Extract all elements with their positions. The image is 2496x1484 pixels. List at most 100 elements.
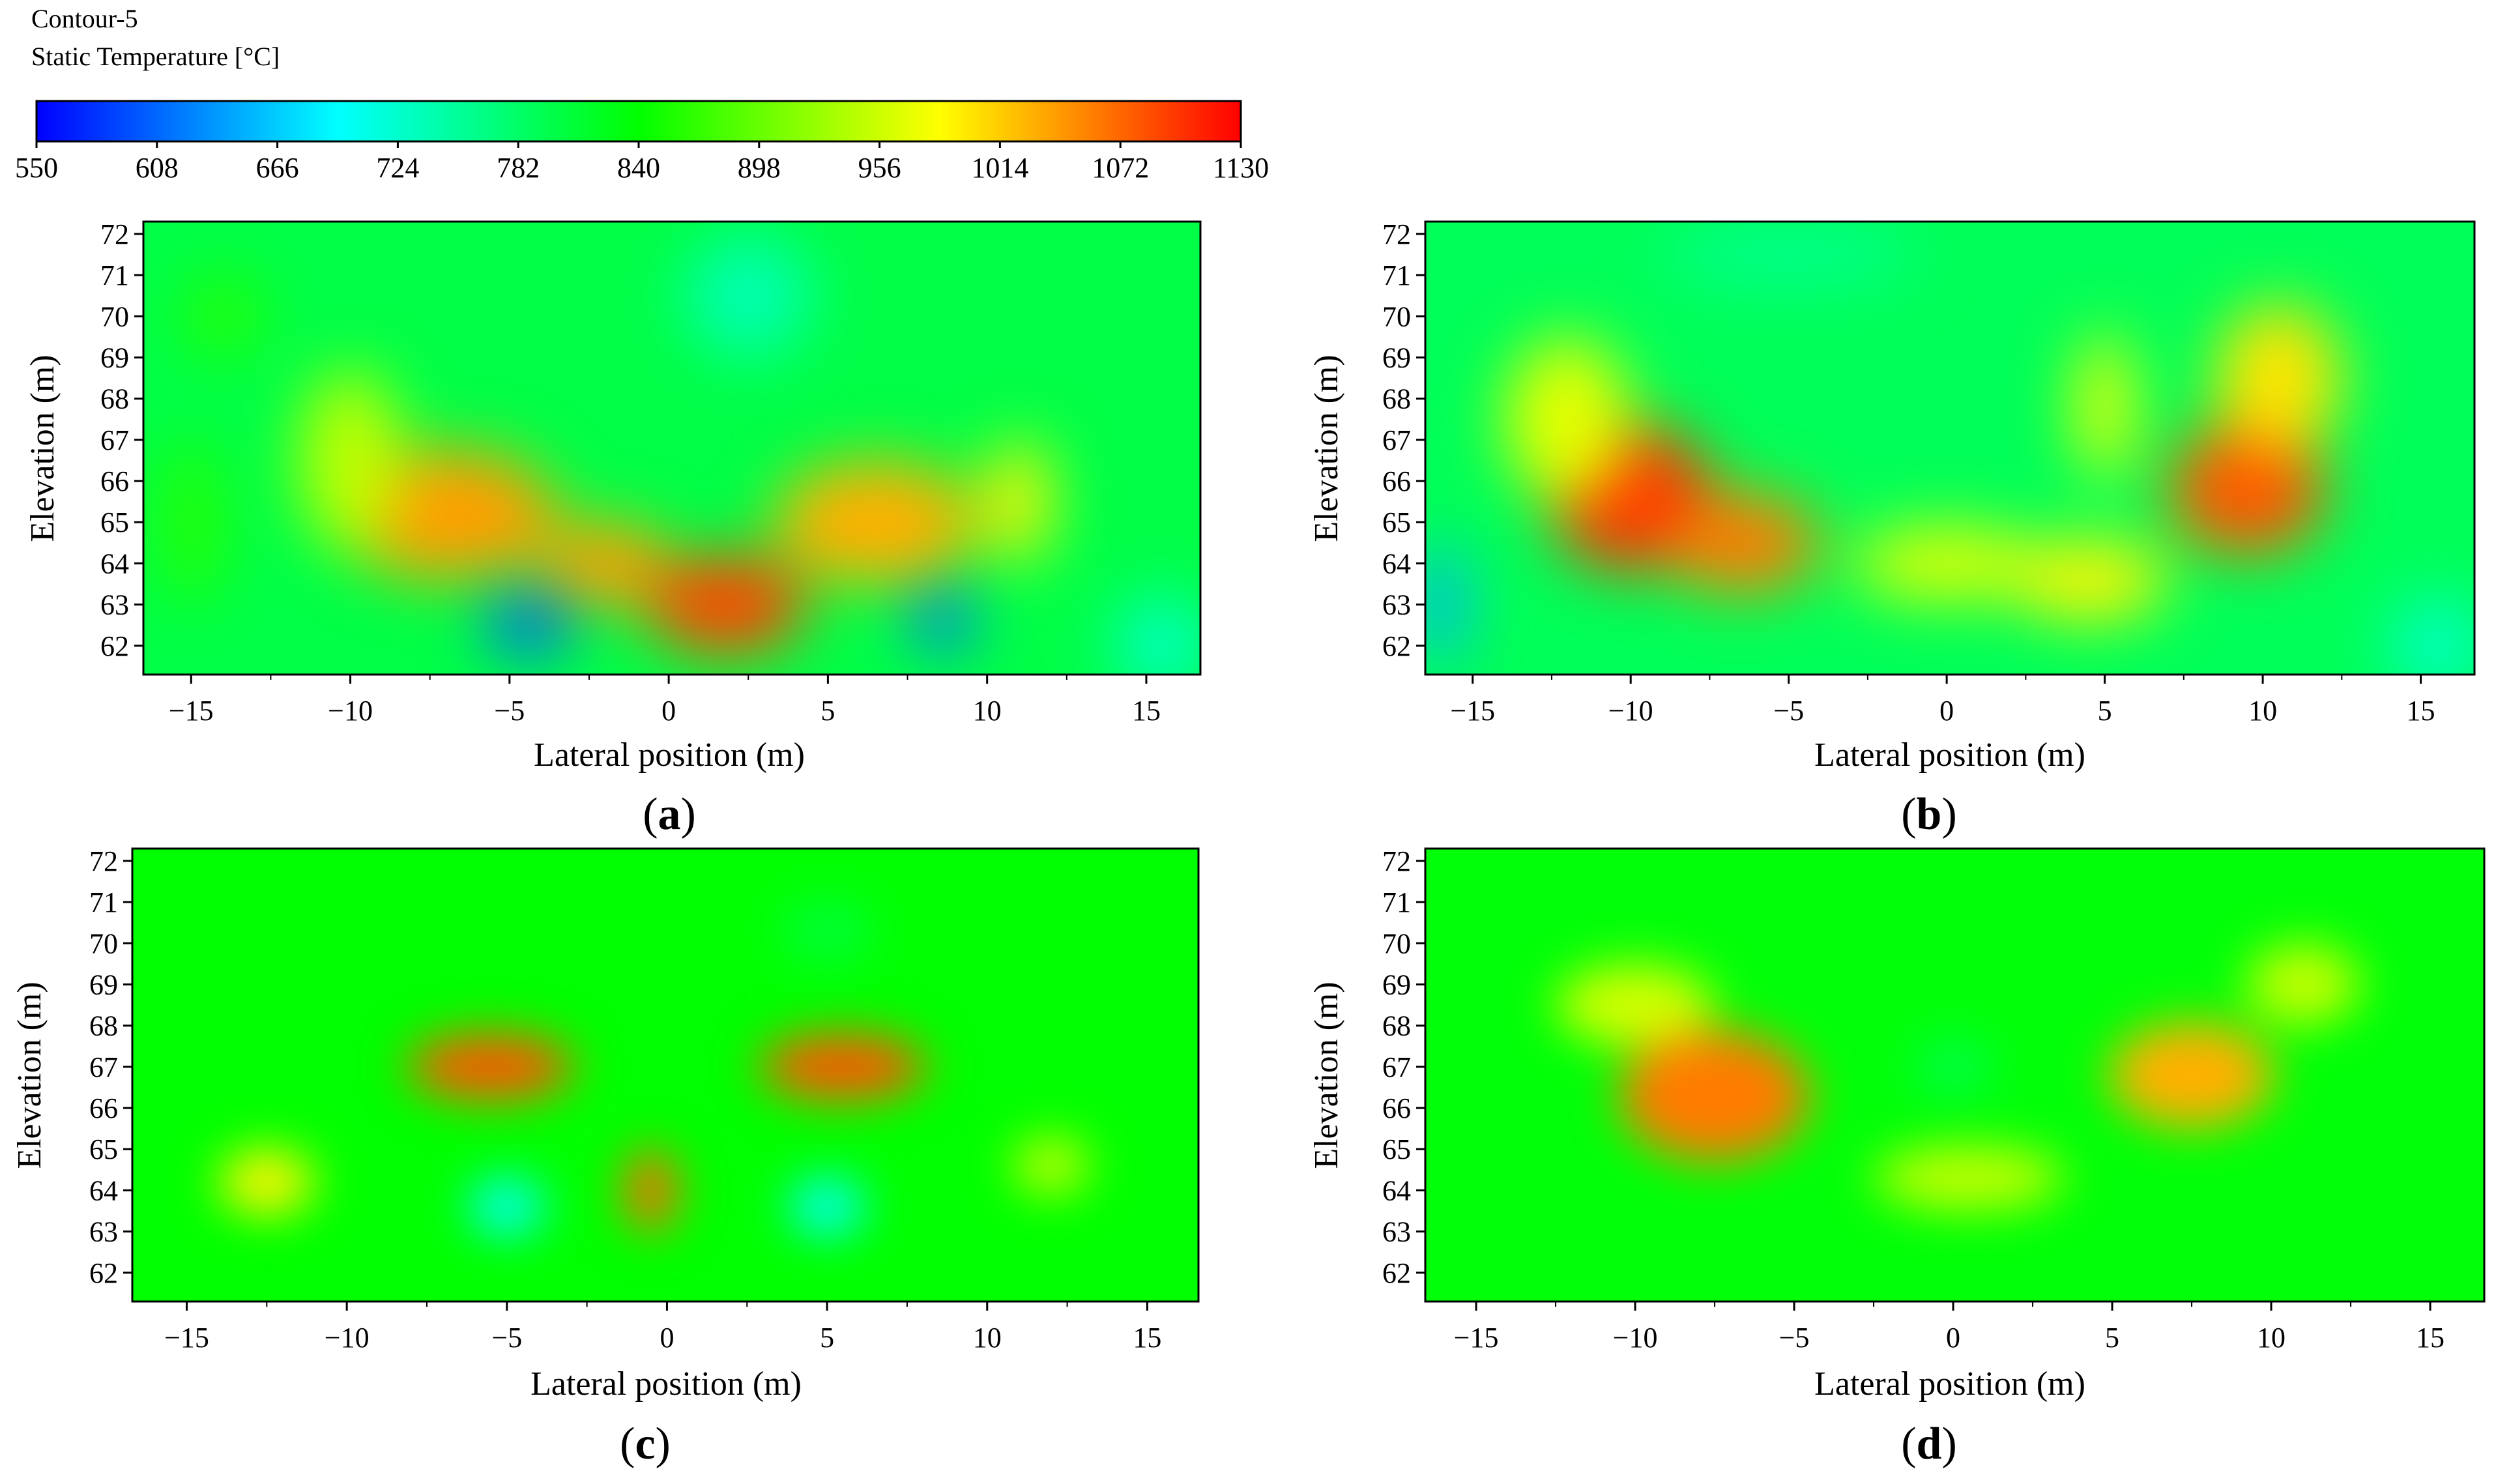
temperature-hotspot xyxy=(2109,1021,2274,1129)
temperature-hotspot xyxy=(774,460,978,585)
y-tick-label: 71 xyxy=(89,886,118,918)
colorbar xyxy=(35,100,1242,143)
y-tick-label: 68 xyxy=(89,1010,118,1042)
y-tick-label: 69 xyxy=(89,969,118,1001)
y-tick-label: 72 xyxy=(1382,218,1411,250)
x-tick-label: −10 xyxy=(328,695,373,727)
y-tick-label: 62 xyxy=(1382,1257,1411,1289)
y-axis-label: Elevation (m) xyxy=(24,355,61,542)
temperature-hotspot xyxy=(2215,304,2342,452)
temperature-hotspot xyxy=(1915,1038,1992,1096)
colorbar-tick-label: 1130 xyxy=(1213,152,1269,184)
y-tick-label: 62 xyxy=(89,1257,118,1289)
x-tick-label: 15 xyxy=(2416,1322,2445,1354)
temperature-hotspot xyxy=(541,522,669,605)
y-tick-label: 67 xyxy=(100,424,129,456)
x-tick-label: −10 xyxy=(1613,1322,1658,1354)
panel-label-c: (c) xyxy=(620,1419,671,1469)
temperature-hotspot xyxy=(218,1149,315,1215)
temperature-hotspot xyxy=(759,1034,927,1100)
x-tick-label: 10 xyxy=(2248,695,2277,727)
y-tick-label: 64 xyxy=(89,1174,118,1206)
x-axis-label: Lateral position (m) xyxy=(530,1365,802,1403)
y-tick-label: 66 xyxy=(1382,1092,1411,1124)
y-tick-label: 72 xyxy=(1382,845,1411,877)
y-axis-label: Elevation (m) xyxy=(1308,355,1345,542)
y-tick-label: 66 xyxy=(100,465,129,497)
y-tick-label: 64 xyxy=(1382,547,1411,579)
temperature-hotspot xyxy=(407,1034,574,1100)
y-tick-label: 67 xyxy=(1382,424,1411,456)
y-tick-label: 69 xyxy=(1382,969,1411,1001)
y-tick-label: 64 xyxy=(1382,1174,1411,1206)
temperature-hotspot xyxy=(789,1178,866,1236)
y-tick-label: 65 xyxy=(89,1133,118,1165)
colorbar-tick-label: 1072 xyxy=(1092,152,1149,184)
x-tick-label: 5 xyxy=(2098,695,2112,727)
x-axis-label: Lateral position (m) xyxy=(534,736,805,774)
temperature-hotspot xyxy=(1556,963,1715,1047)
x-tick-label: 10 xyxy=(2257,1322,2286,1354)
temperature-hotspot xyxy=(1662,222,1915,288)
x-tick-label: 0 xyxy=(1946,1322,1960,1354)
y-tick-label: 70 xyxy=(1382,927,1411,959)
temperature-hotspot xyxy=(1013,1137,1090,1195)
plot-frame xyxy=(1424,220,2476,676)
plot-frame xyxy=(1424,847,2486,1303)
temperature-hotspot xyxy=(646,555,806,654)
x-tick-label: −15 xyxy=(1454,1322,1499,1354)
plot-frame xyxy=(131,847,1200,1303)
temperature-hotspot xyxy=(299,370,401,551)
temperature-hotspot xyxy=(2246,943,2360,1026)
heatmap-b xyxy=(1425,222,2474,675)
y-tick-label: 70 xyxy=(100,300,129,332)
colorbar-tick-label: 666 xyxy=(256,152,299,184)
temperature-hotspot xyxy=(484,596,573,654)
y-tick-label: 67 xyxy=(1382,1051,1411,1083)
heatmap-d xyxy=(1425,849,2484,1302)
y-tick-label: 72 xyxy=(89,845,118,877)
colorbar-tick-label: 840 xyxy=(617,152,660,184)
y-tick-label: 65 xyxy=(1382,1133,1411,1165)
y-tick-label: 67 xyxy=(89,1051,118,1083)
colorbar-tick-label: 782 xyxy=(497,152,540,184)
y-tick-label: 70 xyxy=(89,927,118,959)
y-tick-label: 63 xyxy=(100,589,129,621)
panel-d: −15 −10 −5 0 5 10 15 62 63 64 65 66 67 68 69 70 71 72 Lat… xyxy=(1308,845,2486,1469)
x-axis-label: Lateral position (m) xyxy=(1814,1365,2085,1403)
x-tick-label: 5 xyxy=(820,1322,834,1354)
heatmap-a xyxy=(143,222,1200,675)
x-tick-label: −5 xyxy=(491,1322,522,1354)
colorbar-tick-label: 898 xyxy=(738,152,781,184)
x-tick-label: −15 xyxy=(1450,695,1495,727)
legend-title: Contour-5 xyxy=(31,4,138,33)
temperature-hotspot xyxy=(468,1178,545,1236)
temperature-hotspot xyxy=(910,592,975,650)
y-tick-label: 72 xyxy=(100,218,129,250)
temperature-hotspot xyxy=(625,1149,677,1232)
y-tick-label: 71 xyxy=(100,259,129,291)
y-tick-label: 69 xyxy=(1382,342,1411,374)
y-axis-label: Elevation (m) xyxy=(11,982,48,1169)
x-tick-label: 5 xyxy=(2105,1322,2119,1354)
panel-label-a: (a) xyxy=(643,789,696,839)
x-tick-label: 10 xyxy=(973,695,1002,727)
y-tick-label: 63 xyxy=(89,1216,118,1248)
y-tick-label: 70 xyxy=(1382,300,1411,332)
x-tick-label: −5 xyxy=(494,695,525,727)
temperature-hotspot xyxy=(2076,332,2134,482)
temperature-hotspot xyxy=(1874,1144,2065,1212)
x-tick-label: 10 xyxy=(973,1322,1002,1354)
x-tick-label: −10 xyxy=(325,1322,370,1354)
y-tick-label: 69 xyxy=(100,342,129,374)
x-tick-label: 15 xyxy=(1132,695,1161,727)
temperature-hotspot xyxy=(2168,423,2327,555)
x-tick-label: 0 xyxy=(1939,695,1954,727)
x-tick-label: −10 xyxy=(1608,695,1653,727)
colorbar-tick-label: 956 xyxy=(858,152,901,184)
panel-a: −15 −10 −5 0 5 10 15 62 63 64 65 66 67 68 69 70 71 72 Lat… xyxy=(24,218,1202,839)
y-tick-label: 66 xyxy=(89,1092,118,1124)
colorbar-tick-label: 608 xyxy=(136,152,179,184)
y-tick-label: 65 xyxy=(1382,506,1411,538)
